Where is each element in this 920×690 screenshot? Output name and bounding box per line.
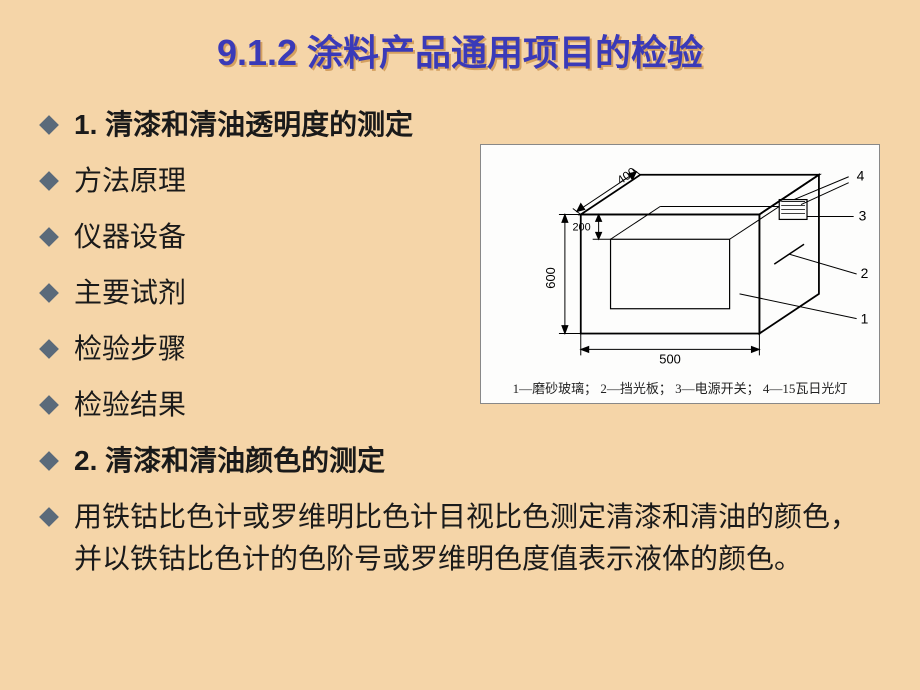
leader-4: 4 — [857, 168, 865, 184]
slide-title: 9.1.2 涂料产品通用项目的检验 — [40, 24, 880, 76]
slide: 9.1.2 涂料产品通用项目的检验 1. 清漆和清油透明度的测定 方法原理 仪器… — [0, 0, 920, 690]
diagram-caption: 1—磨砂玻璃； 2—挡光板； 3—电源开关； 4—15瓦日光灯 — [481, 378, 879, 397]
dim-inner-height: 200 — [572, 221, 590, 233]
leader-2: 2 — [861, 265, 869, 281]
title-number: 9.1.2 — [217, 32, 297, 73]
caption-part: 2—挡光板； — [600, 381, 672, 396]
dim-height: 600 — [543, 267, 558, 289]
bullet-icon — [39, 171, 59, 191]
bullet-text: 用铁钴比色计或罗维明比色计目视比色测定清漆和清油的颜色，并以铁钴比色计的色阶号或… — [74, 496, 880, 580]
bullet-icon — [39, 507, 59, 527]
bullet-text: 1. 清漆和清油透明度的测定 — [74, 104, 880, 146]
bullet-icon — [39, 395, 59, 415]
caption-part: 3—电源开关； — [675, 381, 760, 396]
bullet-icon — [39, 283, 59, 303]
diagram-svg: 500 600 200 — [481, 145, 879, 403]
caption-part: 4—15瓦日光灯 — [763, 381, 848, 396]
bullet-icon — [39, 339, 59, 359]
bullet-item: 用铁钴比色计或罗维明比色计目视比色测定清漆和清油的颜色，并以铁钴比色计的色阶号或… — [40, 496, 880, 580]
technical-diagram: 500 600 200 — [480, 144, 880, 404]
title-text: 涂料产品通用项目的检验 — [307, 32, 703, 73]
bullet-icon — [39, 115, 59, 135]
bullet-icon — [39, 227, 59, 247]
bullet-item: 2. 清漆和清油颜色的测定 — [40, 440, 880, 482]
bullet-text: 2. 清漆和清油颜色的测定 — [74, 440, 880, 482]
content-area: 1. 清漆和清油透明度的测定 方法原理 仪器设备 主要试剂 检验步骤 检验结果 … — [40, 104, 880, 580]
bullet-item: 1. 清漆和清油透明度的测定 — [40, 104, 880, 146]
caption-part: 1—磨砂玻璃； — [513, 381, 598, 396]
dim-width: 500 — [659, 351, 681, 366]
leader-1: 1 — [861, 311, 869, 327]
leader-3: 3 — [859, 207, 867, 223]
bullet-icon — [39, 451, 59, 471]
